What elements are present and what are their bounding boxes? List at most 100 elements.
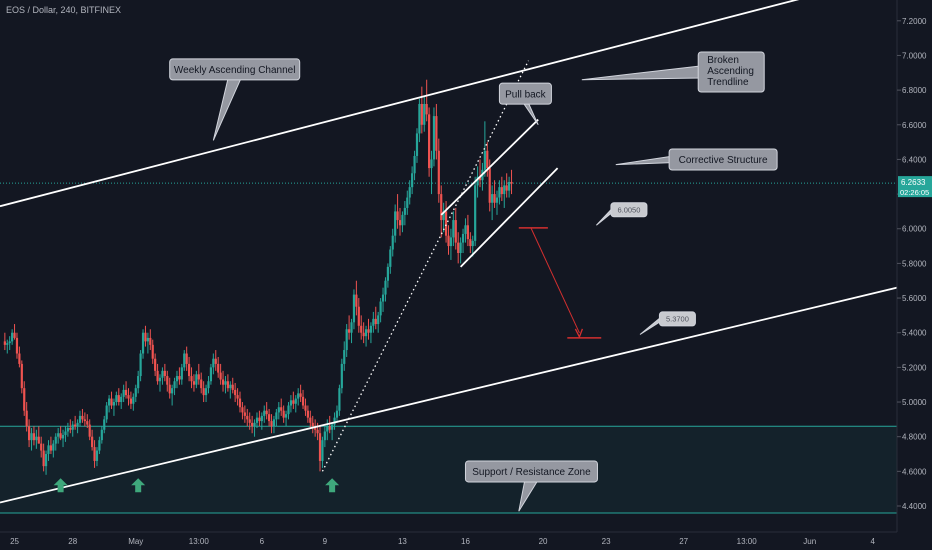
candle-body: [30, 433, 33, 441]
candle-body: [224, 381, 227, 385]
candle-body: [3, 341, 6, 345]
candle-body: [469, 239, 472, 247]
candle-body: [348, 329, 351, 333]
candle-body: [204, 388, 208, 396]
candle-body: [411, 173, 414, 188]
time-tick-label: May: [128, 537, 143, 546]
candle-body: [95, 450, 99, 461]
candle-body: [420, 103, 423, 125]
price-tick-label: 5.6000: [902, 294, 927, 303]
candle-body: [57, 433, 60, 437]
candle-body: [263, 410, 266, 416]
candle-body: [115, 395, 118, 403]
candle-body: [42, 450, 45, 467]
callout: Pull back: [498, 82, 552, 126]
candle-body: [141, 332, 145, 354]
candle-body: [18, 353, 21, 364]
candle-body: [243, 412, 246, 416]
time-tick-label: 16: [461, 537, 470, 546]
candle-body: [471, 240, 474, 247]
candle-body: [306, 410, 309, 418]
candle-body: [505, 185, 508, 191]
callout: Support / Resistance Zone: [464, 460, 598, 512]
price-tick-label: 7.0000: [902, 51, 927, 60]
candle-body: [491, 194, 494, 203]
candle-body: [171, 388, 174, 394]
candle-body: [166, 376, 169, 385]
callout: 5.3700: [639, 311, 696, 335]
candle-body: [340, 363, 343, 389]
candle-body: [435, 116, 438, 151]
callout-label: 6.0050: [617, 205, 640, 214]
price-tick-label: 4.4000: [902, 502, 927, 511]
callout-label: Ascending: [707, 66, 754, 77]
candle-body: [129, 398, 133, 404]
candle-body: [139, 353, 142, 377]
candle-body: [154, 358, 157, 371]
callout-box: [464, 460, 598, 483]
callout-label: Corrective Structure: [679, 155, 768, 166]
time-tick-label: 20: [539, 537, 548, 546]
candle-body: [350, 322, 353, 333]
candle-body: [122, 389, 125, 397]
candle-body: [464, 225, 467, 234]
candle-body: [474, 185, 477, 241]
candle-body: [25, 410, 28, 427]
price-axis-bg: [897, 0, 932, 550]
candle-body: [200, 379, 203, 389]
candle-body: [83, 419, 86, 422]
candle-body: [8, 341, 11, 344]
candle-body: [258, 417, 261, 422]
candle-body: [40, 443, 43, 451]
callout-box: [169, 58, 301, 81]
candle-body: [112, 402, 116, 406]
callout-box: [610, 202, 648, 218]
candle-body: [146, 337, 149, 342]
candle-body: [137, 376, 140, 389]
candle-body: [192, 381, 196, 385]
candle-body: [495, 197, 499, 203]
candle-body: [355, 294, 358, 307]
candle-body: [110, 398, 113, 406]
candle-body: [352, 294, 356, 323]
candle-body: [127, 395, 130, 399]
time-tick-label: 9: [323, 537, 328, 546]
candle-body: [219, 372, 222, 380]
candle-body: [430, 159, 433, 169]
callout-label: Pull back: [505, 89, 547, 100]
candle-body: [493, 194, 496, 203]
candle-body: [163, 370, 166, 377]
up-arrow-icon: [131, 478, 146, 493]
candle-body: [452, 220, 455, 238]
candle-body: [270, 421, 273, 427]
weekly-channel-upper-line: [0, 0, 800, 208]
candle-body: [345, 329, 348, 351]
candle-body: [394, 211, 397, 236]
candle-body: [238, 398, 242, 408]
candle-body: [120, 396, 123, 403]
candle-body: [275, 412, 278, 420]
candle-body: [268, 414, 271, 422]
callout-label: Trendline: [707, 77, 749, 88]
candle-body: [178, 376, 181, 380]
candle-body: [124, 389, 128, 396]
candle-body: [466, 225, 469, 240]
candle-body: [231, 384, 234, 390]
candle-body: [11, 332, 14, 342]
weekly-channel-lower-line: [0, 286, 898, 504]
candle-body: [78, 415, 82, 423]
time-tick-label: 25: [10, 537, 19, 546]
candle-body: [297, 393, 300, 399]
candle-body: [98, 440, 101, 451]
candle-body: [413, 155, 416, 174]
candle-body: [74, 424, 77, 427]
candle-body: [103, 419, 106, 430]
candle-body: [440, 194, 443, 221]
candle-body: [498, 187, 501, 198]
symbol-legend: EOS / Dollar, 240, BITFINEX: [6, 5, 122, 15]
callout-label: Broken: [707, 55, 739, 66]
candle-body: [321, 440, 324, 461]
candle-body: [386, 266, 389, 281]
